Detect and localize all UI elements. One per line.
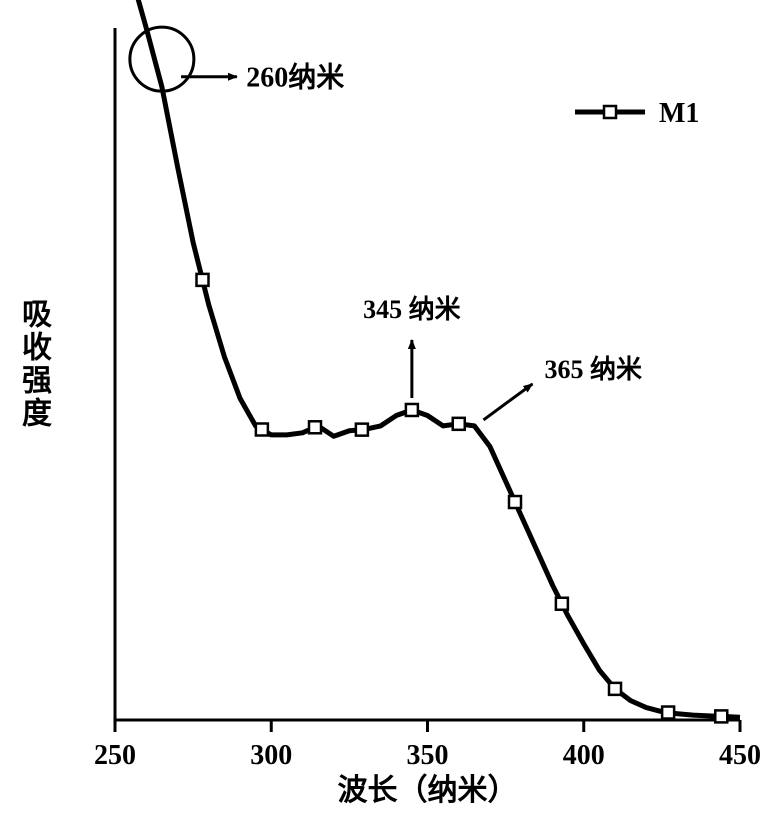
- series-marker: [309, 421, 321, 433]
- series-line-m1: [115, 0, 740, 717]
- legend-label: M1: [659, 98, 699, 129]
- svg-text:吸: 吸: [22, 299, 52, 332]
- series-marker: [509, 496, 521, 508]
- series-marker: [609, 683, 621, 695]
- x-tick-label: 450: [719, 740, 761, 771]
- legend: M1: [575, 98, 699, 129]
- annotation-text-345: 345 纳米: [363, 294, 461, 324]
- annotation-text-365: 365 纳米: [545, 354, 643, 384]
- x-tick-label: 300: [250, 740, 292, 771]
- y-axis-title: 吸收强度: [22, 299, 52, 431]
- annotation-text-260: 260纳米: [246, 61, 344, 94]
- svg-text:度: 度: [22, 398, 52, 431]
- series-marker: [556, 598, 568, 610]
- x-tick-label: 400: [563, 740, 605, 771]
- series-marker: [406, 404, 418, 416]
- series-marker: [256, 423, 268, 435]
- legend-marker: [604, 106, 616, 118]
- annotation-arrow-365: [484, 384, 533, 420]
- x-tick-label: 250: [94, 740, 136, 771]
- series-marker: [715, 710, 727, 722]
- series-marker: [356, 424, 368, 436]
- x-tick-label: 350: [407, 740, 449, 771]
- series-marker: [453, 418, 465, 430]
- svg-text:强: 强: [22, 365, 52, 398]
- series-marker: [197, 274, 209, 286]
- x-axis-title: 波长（纳米）: [338, 773, 518, 807]
- series-marker: [662, 707, 674, 719]
- axis-frame: [115, 28, 740, 720]
- svg-text:收: 收: [22, 332, 52, 365]
- absorption-chart: 250 300 350 400 450 波长（纳米） 吸收强度 M1 260纳米 345 纳米 36…: [0, 0, 776, 824]
- chart-container: 250 300 350 400 450 波长（纳米） 吸收强度 M1 260纳米 345 纳米 36…: [0, 0, 776, 824]
